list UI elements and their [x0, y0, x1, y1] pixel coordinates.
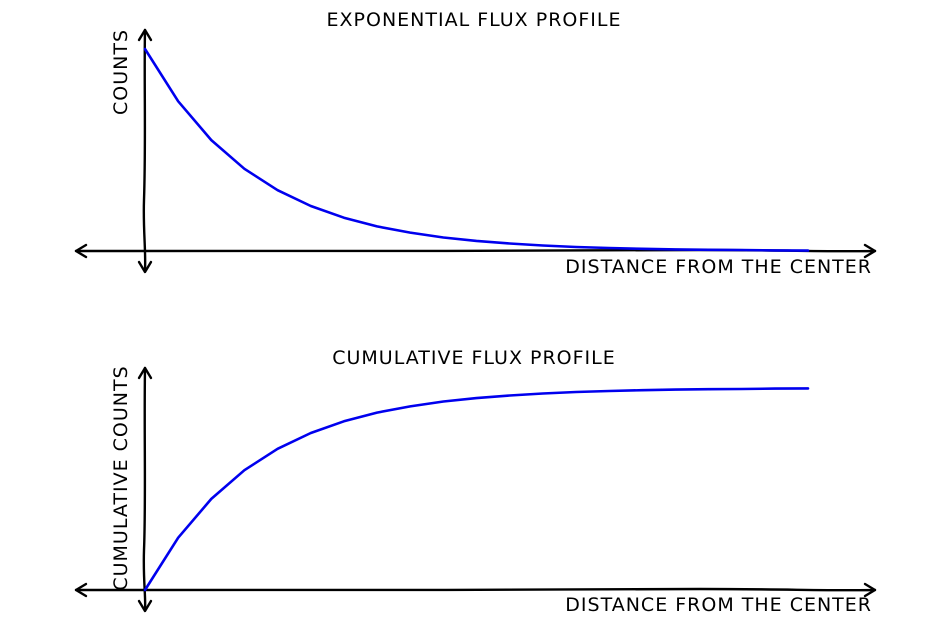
- x-axis-label: DISTANCE FROM THE CENTER: [565, 594, 872, 616]
- y-axis-arrow-up: [137, 28, 153, 42]
- x-axis: [74, 587, 877, 592]
- y-axis-label: COUNTS: [110, 29, 132, 115]
- series-line-cumulative-counts: [143, 387, 810, 592]
- chart-exponential: EXPONENTIAL FLUX PROFILE DISTANCE FROM T…: [74, 9, 877, 278]
- x-axis-arrow-left: [74, 582, 88, 598]
- chart-cumulative: CUMULATIVE FLUX PROFILE DISTANCE FROM TH…: [74, 347, 877, 616]
- x-axis-arrow-left: [74, 243, 88, 259]
- y-axis: [142, 366, 147, 612]
- chart-title: CUMULATIVE FLUX PROFILE: [332, 347, 616, 369]
- y-axis: [142, 28, 147, 273]
- y-axis-arrow-up: [137, 366, 153, 380]
- series-line-counts: [143, 47, 810, 252]
- y-axis-label: CUMULATIVE COUNTS: [110, 365, 132, 590]
- y-axis-arrow-down: [137, 260, 153, 274]
- x-axis: [74, 248, 877, 253]
- chart-title: EXPONENTIAL FLUX PROFILE: [327, 9, 622, 31]
- x-axis-arrow-right: [863, 582, 877, 598]
- x-axis-label: DISTANCE FROM THE CENTER: [565, 256, 872, 278]
- x-axis-arrow-right: [863, 243, 877, 259]
- y-axis-arrow-down: [137, 599, 153, 613]
